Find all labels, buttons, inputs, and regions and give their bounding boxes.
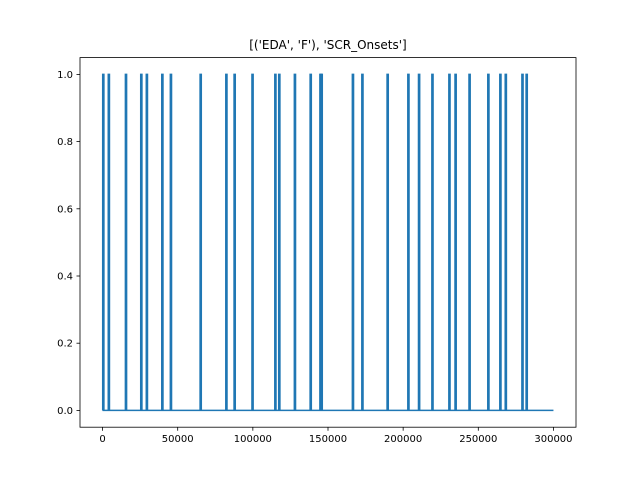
y-tick-label: 0.6: [57, 204, 73, 215]
onset-spike: [448, 73, 451, 411]
onset-spike: [499, 73, 502, 411]
onset-spike: [199, 73, 203, 411]
x-tick-label: 200000: [384, 434, 422, 445]
onset-spike: [293, 73, 297, 411]
onset-spike: [274, 73, 277, 411]
onset-spike: [107, 73, 111, 411]
onset-spike: [169, 73, 173, 411]
x-tick-label: 300000: [534, 434, 572, 445]
x-tick-label: 50000: [162, 434, 194, 445]
onset-spike: [277, 73, 281, 411]
x-tick-label: 100000: [234, 434, 272, 445]
onset-spike: [225, 73, 228, 411]
y-tick-label: 0.0: [57, 406, 73, 417]
onset-spike: [124, 73, 128, 411]
onset-spike: [320, 73, 324, 411]
plot-area: [101, 73, 554, 412]
onset-spike: [101, 73, 105, 411]
y-tick-label: 0.2: [57, 339, 73, 350]
onset-spike: [233, 73, 237, 411]
onset-spike: [487, 73, 490, 411]
chart-title: [('EDA', 'F'), 'SCR_Onsets']: [249, 38, 406, 52]
series-line: [101, 73, 554, 412]
plot-frame: [79, 57, 577, 428]
onset-spike: [454, 73, 457, 411]
onset-spike: [361, 73, 364, 411]
onset-spike: [417, 73, 421, 411]
onset-spike: [161, 73, 164, 411]
onset-spike: [139, 73, 143, 411]
onset-spike: [431, 73, 434, 411]
y-tick-label: 0.4: [57, 272, 73, 283]
x-axis: 0 50000 100000 150000 200000 250000 300000: [99, 427, 573, 445]
onset-spike: [386, 73, 390, 411]
onset-spike: [504, 73, 508, 411]
onset-spike: [145, 73, 149, 411]
onset-spike: [251, 73, 254, 411]
y-tick-label: 0.8: [57, 137, 73, 148]
x-tick-label: 0: [99, 434, 105, 445]
onset-spike: [468, 73, 471, 411]
y-tick-label: 1.0: [57, 70, 73, 81]
onset-spike: [351, 73, 355, 411]
x-tick-label: 250000: [459, 434, 497, 445]
onset-spike: [407, 73, 410, 411]
onset-spike: [525, 73, 529, 411]
x-tick-label: 150000: [309, 434, 347, 445]
onset-spike: [521, 73, 524, 411]
y-axis: 0.0 0.2 0.4 0.6 0.8 1.0: [57, 70, 80, 417]
onset-spike: [309, 73, 313, 411]
